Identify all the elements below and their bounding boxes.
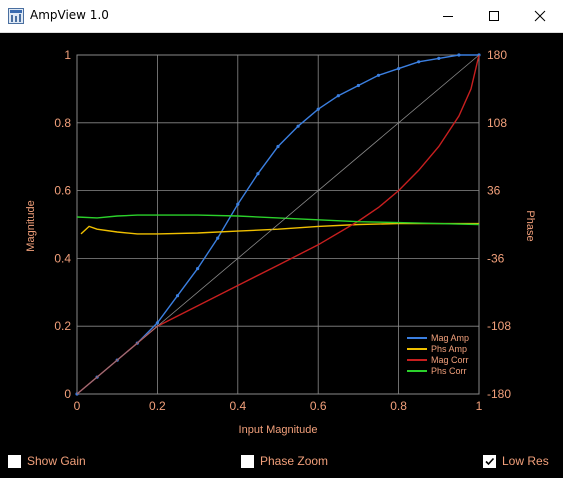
- y-tick-label: 1: [64, 48, 71, 62]
- y-tick-label: 0.4: [54, 251, 71, 265]
- low-res-checkbox[interactable]: Low Res: [483, 452, 549, 470]
- chart-series: [75, 53, 481, 396]
- phase-zoom-label: Phase Zoom: [260, 454, 329, 468]
- checkbox-box[interactable]: [241, 454, 254, 468]
- x-tick-label: 1: [476, 399, 483, 413]
- y2-tick-label: -180: [487, 387, 511, 401]
- y2-tick-label: 108: [487, 116, 507, 130]
- y-tick-label: 0.8: [54, 116, 71, 130]
- minimize-button[interactable]: [425, 0, 471, 32]
- mag-amp-point: [196, 267, 200, 271]
- series-phs-corr: [76, 214, 480, 226]
- y2-tick-label: -108: [487, 319, 511, 333]
- y-tick-label: 0: [64, 387, 71, 401]
- title-bar[interactable]: AmpView 1.0: [0, 0, 563, 33]
- y-axis-label: Magnitude: [25, 200, 37, 251]
- low-res-label: Low Res: [502, 454, 549, 468]
- close-icon: [534, 10, 546, 22]
- mag-amp-point: [437, 56, 441, 60]
- axis-ticks: 0 0.2 0.4 0.6 0.8 1 0 0.2 0.4 0.6 0.8 1 -180 -108 -36 3…: [54, 48, 511, 413]
- x-axis-label: Input Magnitude: [239, 424, 318, 436]
- mag-amp-point: [457, 53, 461, 57]
- x-tick-label: 0.4: [229, 399, 246, 413]
- mag-amp-point: [356, 83, 360, 88]
- y2-tick-label: 36: [487, 184, 501, 198]
- checkbox-box[interactable]: [8, 454, 21, 468]
- x-tick-label: 0.6: [310, 399, 327, 413]
- mag-amp-point: [155, 321, 159, 325]
- legend-label: Mag Amp: [431, 333, 469, 343]
- checkbox-box[interactable]: [483, 454, 496, 468]
- x-tick-label: 0.8: [390, 399, 407, 413]
- y-tick-label: 0.2: [54, 319, 71, 333]
- legend-label: Phs Corr: [431, 366, 467, 376]
- mag-amp-point: [296, 124, 300, 128]
- mag-amp-point: [256, 172, 260, 176]
- mag-amp-point: [397, 67, 401, 71]
- mag-amp-point: [336, 94, 340, 98]
- mag-amp-point: [175, 294, 180, 298]
- mag-amp-point: [216, 236, 220, 240]
- phase-zoom-checkbox[interactable]: Phase Zoom: [241, 452, 328, 470]
- x-tick-label: 0.2: [149, 399, 166, 413]
- mag-amp-point: [236, 202, 240, 206]
- show-gain-label: Show Gain: [27, 454, 86, 468]
- reference-line: [76, 54, 480, 395]
- series-phs-amp: [80, 222, 479, 235]
- app-icon: [8, 8, 24, 24]
- maximize-icon: [489, 11, 499, 21]
- mag-amp-point: [376, 73, 381, 77]
- show-gain-checkbox[interactable]: Show Gain: [8, 452, 86, 470]
- minimize-icon: [443, 16, 453, 17]
- amplifier-chart[interactable]: 0 0.2 0.4 0.6 0.8 1 0 0.2 0.4 0.6 0.8 1 -180 -108 -36 3…: [0, 33, 563, 445]
- checkmark-icon: [485, 457, 495, 465]
- maximize-button[interactable]: [471, 0, 517, 32]
- close-button[interactable]: [517, 0, 563, 32]
- y2-tick-label: -36: [487, 251, 505, 265]
- mag-amp-point: [417, 60, 421, 64]
- legend-label: Mag Corr: [431, 355, 469, 365]
- x-tick-label: 0: [74, 399, 81, 413]
- y2-axis-label: Phase: [524, 210, 536, 241]
- window-title: AmpView 1.0: [30, 8, 109, 22]
- y-tick-label: 0.6: [54, 184, 71, 198]
- y2-tick-label: 180: [487, 48, 507, 62]
- mag-amp-point: [276, 144, 280, 149]
- legend-label: Phs Amp: [431, 344, 467, 354]
- mag-amp-point: [316, 107, 320, 111]
